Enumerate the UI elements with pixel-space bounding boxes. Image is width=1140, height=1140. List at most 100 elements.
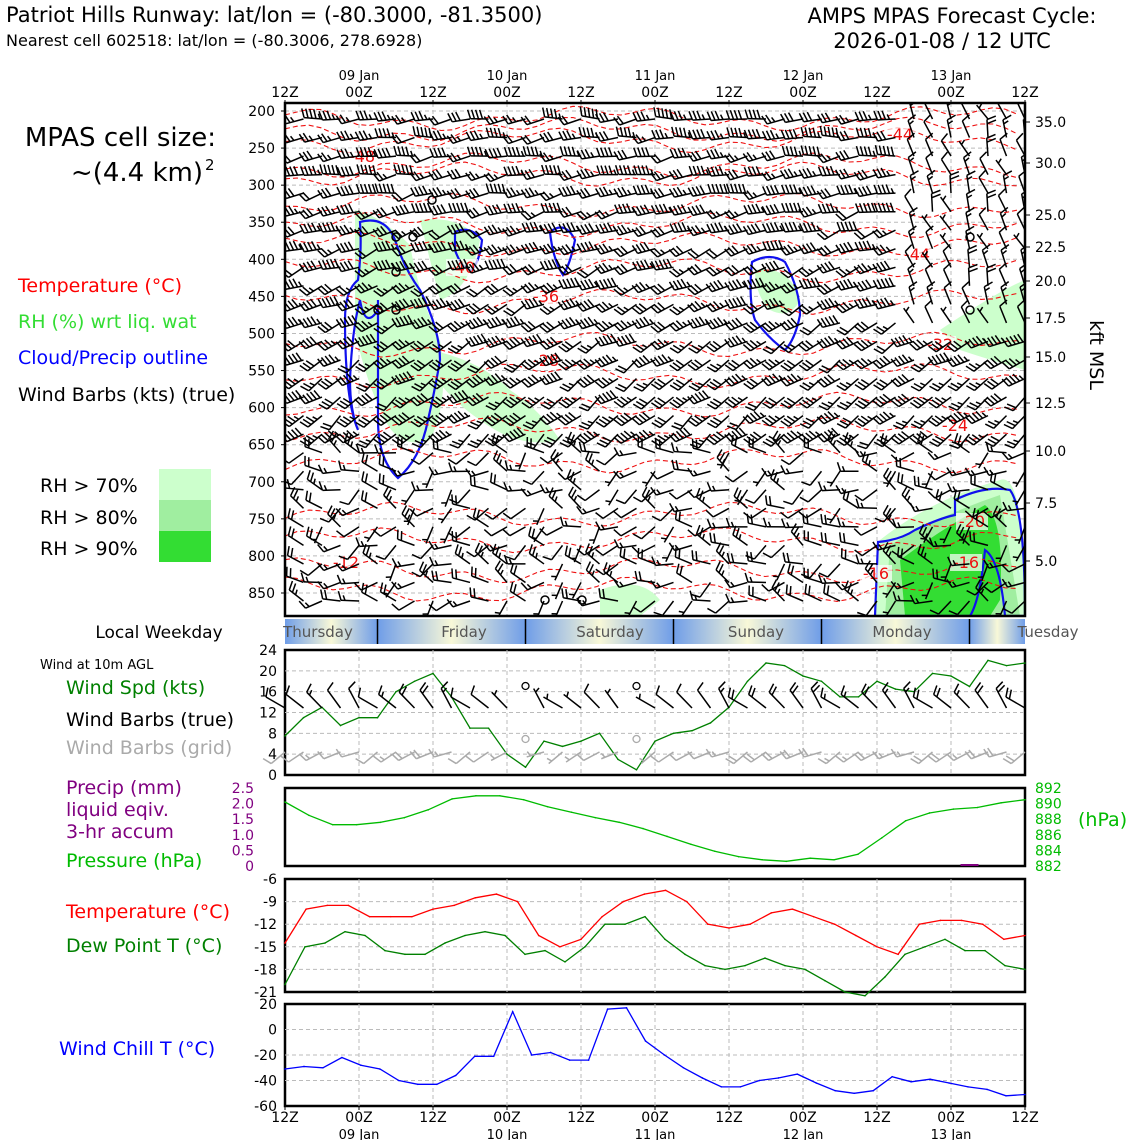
wind-barb — [614, 165, 637, 176]
wind-barb-full — [317, 260, 324, 270]
wind-barb-full — [401, 146, 406, 156]
wind-barb-full — [391, 286, 399, 295]
wind-barb-full — [299, 166, 305, 176]
wind-barb — [485, 396, 508, 411]
wind-barb-full — [561, 319, 569, 328]
wind-barb-full — [318, 403, 328, 410]
wind-barb-full — [542, 375, 550, 384]
wind-barb-staff — [766, 192, 785, 196]
wind-barb-full — [266, 208, 271, 216]
wind-barb-full — [446, 286, 455, 295]
wind-barb — [742, 223, 767, 236]
wind-barb-full — [528, 298, 535, 308]
wind-barb-staff — [361, 396, 378, 407]
wind-barb-half — [777, 439, 782, 446]
wind-barb-full — [548, 202, 554, 213]
wind-barb-staff — [805, 303, 822, 315]
wind-barb-staff — [907, 231, 915, 249]
wind-barb-staff — [822, 118, 841, 124]
wind-barb-staff — [712, 507, 730, 518]
wind-barb — [798, 359, 822, 372]
wind-barb-full — [824, 514, 827, 525]
wind-barb-full — [785, 202, 790, 213]
wind-barb-full — [465, 172, 473, 181]
wind-barb-full — [450, 414, 458, 422]
wind-barb-full — [805, 359, 814, 367]
wind-barb-full — [1002, 114, 1012, 121]
wind-barb-full — [622, 165, 628, 175]
wind-barb-full — [873, 110, 879, 121]
wind-barb-full — [692, 110, 698, 121]
wind-barb-full — [804, 145, 809, 156]
wind-barb-half — [534, 283, 540, 289]
wind-barb-full — [724, 171, 731, 181]
wind-barb-staff — [897, 481, 915, 491]
wind-barb-full — [838, 211, 847, 220]
wind-barb — [631, 281, 656, 294]
wind-barb-staff — [362, 248, 378, 260]
wind-barb-full — [447, 365, 457, 372]
wind-barb-full — [468, 263, 476, 273]
wind-barb — [925, 151, 934, 175]
wind-barb-full — [599, 439, 609, 445]
wind-barb — [927, 451, 952, 461]
wind-barb-staff — [472, 396, 489, 407]
wind-barb — [730, 434, 748, 454]
wind-barb-staff — [624, 489, 638, 504]
wind-barb-full — [805, 243, 813, 252]
wind-barb-full — [329, 296, 336, 306]
wind-barb-full — [507, 146, 513, 157]
wind-barb-full — [866, 202, 872, 213]
wind-barb-full — [724, 475, 734, 483]
wind-barb — [632, 396, 656, 410]
wind-barb-half — [515, 246, 521, 252]
wind-barb-full — [413, 298, 420, 308]
wind-barb-staff — [322, 229, 341, 233]
wind-barb-staff — [599, 155, 619, 158]
wind-barb-full — [707, 183, 712, 194]
wind-barb — [285, 415, 286, 417]
wind-barb-full — [509, 414, 518, 422]
wind-barb-full — [877, 110, 883, 121]
wind-barb-staff — [566, 396, 582, 409]
wind-barb-full — [317, 189, 324, 199]
wind-barb-full — [287, 430, 295, 439]
wind-barb-full — [835, 213, 844, 221]
wind-barb-staff — [581, 173, 600, 180]
wind-barb-full — [927, 490, 936, 499]
wind-barb-half — [571, 397, 577, 402]
wind-barb-full — [743, 280, 749, 290]
wind-barb-full — [716, 449, 723, 459]
wind-barb-full — [372, 361, 381, 370]
wind-barb-staff — [861, 340, 878, 352]
wind-barb-half — [401, 230, 407, 236]
wind-barb — [872, 130, 896, 142]
wind-barb — [467, 452, 490, 467]
wind-barb-half — [741, 375, 747, 380]
wind-barb-full — [502, 401, 512, 409]
wind-barb-full — [865, 279, 872, 289]
wind-barb-staff — [452, 303, 471, 312]
wind-barb-full — [751, 204, 757, 214]
wind-barb-full — [553, 108, 558, 119]
wind-barb — [687, 359, 711, 371]
wind-barb-full — [359, 147, 365, 157]
wind-barb-full — [578, 406, 589, 412]
wind-barb-staff — [433, 210, 452, 216]
wind-barb-full — [566, 222, 572, 232]
wind-barb-full — [731, 319, 739, 328]
wind-barb-full — [993, 355, 1002, 364]
wind-barb-full — [558, 279, 564, 289]
wind-barb-half — [587, 420, 594, 424]
wind-barb-full — [650, 486, 657, 496]
wind-barb-full — [343, 242, 350, 252]
wind-barb-full — [564, 340, 574, 348]
wind-barb-full — [876, 262, 883, 272]
wind-barb-staff — [930, 193, 934, 212]
wind-barb-staff — [637, 266, 656, 272]
wind-barb-full — [506, 399, 515, 406]
wind-barb-full — [998, 225, 1007, 233]
wind-barb-staff — [766, 229, 785, 234]
wind-barb-half — [678, 306, 685, 311]
